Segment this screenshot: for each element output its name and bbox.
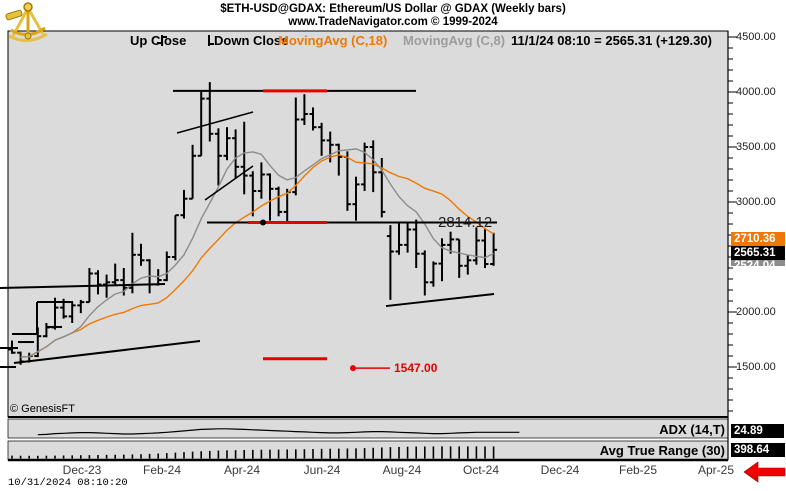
trendline-long	[13, 340, 201, 365]
atr-panel-title: Avg True Range (30)	[599, 443, 725, 458]
x-axis-label: Dec-24	[540, 463, 580, 477]
red-arrow-left-icon	[743, 461, 786, 483]
legend-movingavg-18[interactable]: MovingAvg (C,18)	[278, 33, 388, 48]
moving-average-line	[20, 148, 494, 358]
chart-title: $ETH-USD@GDAX: Ethereum/US Dollar @ GDAX…	[220, 3, 566, 15]
x-axis-label: Jun-24	[303, 463, 341, 477]
y-axis-label: 1500.00	[736, 361, 776, 373]
ma18-value-box: 2710.36	[731, 232, 785, 246]
level-label-2814: 2814.12	[438, 214, 493, 231]
target-dot	[350, 365, 356, 372]
genesis-logo-icon	[5, 2, 48, 42]
chart-subtitle: www.TradeNavigator.com © 1999-2024	[288, 16, 498, 28]
adx-pane	[7, 418, 729, 439]
moving-average-line	[20, 154, 494, 358]
legend-movingavg-8[interactable]: MovingAvg (C,8)	[403, 33, 506, 48]
y-axis-label: 3500.00	[736, 141, 776, 153]
x-axis-label: Apr-25	[697, 463, 735, 477]
channel-upper	[176, 111, 254, 134]
legend-last-quote: 11/1/24 08:10 = 2565.31 (+129.30)	[511, 33, 712, 48]
ma8-value-box-clipped: 2524.04	[731, 260, 785, 266]
adx-line	[37, 428, 520, 436]
genesisft-watermark: © GenesisFT	[10, 403, 75, 415]
price-pane	[7, 30, 729, 418]
last-price-box: 2565.31	[731, 246, 785, 260]
x-axis-label: Apr-24	[223, 463, 261, 477]
y-axis-label: 3000.00	[736, 196, 776, 208]
down-close-bar-icon	[208, 35, 214, 46]
adx-panel-title: ADX (14,T)	[659, 422, 725, 437]
legend-up-close[interactable]: Up Close	[130, 33, 187, 48]
x-axis-label: Feb-24	[142, 463, 182, 477]
target-label-1547: 1547.00	[394, 361, 438, 375]
adx-value-box: 24.89	[731, 424, 784, 438]
trendline-low-left	[0, 283, 166, 290]
x-axis-label: Aug-24	[382, 463, 422, 477]
x-axis-label: Oct-24	[462, 463, 500, 477]
up-close-bar-icon	[157, 35, 167, 46]
status-timestamp: 10/31/2024 08:10:20	[8, 477, 128, 489]
y-axis-label: 4000.00	[736, 86, 776, 98]
atr-value-box: 398.64	[731, 443, 785, 457]
x-axis-label: Feb-25	[618, 463, 658, 477]
trendline-right	[385, 292, 495, 308]
x-axis-label: Dec-23	[62, 463, 102, 477]
channel-lower	[204, 165, 254, 201]
y-axis-label: 4500.00	[736, 31, 776, 43]
y-axis-label: 2000.00	[736, 306, 776, 318]
support-dot	[260, 219, 266, 226]
legend-down-close[interactable]: Down Close	[214, 33, 289, 48]
